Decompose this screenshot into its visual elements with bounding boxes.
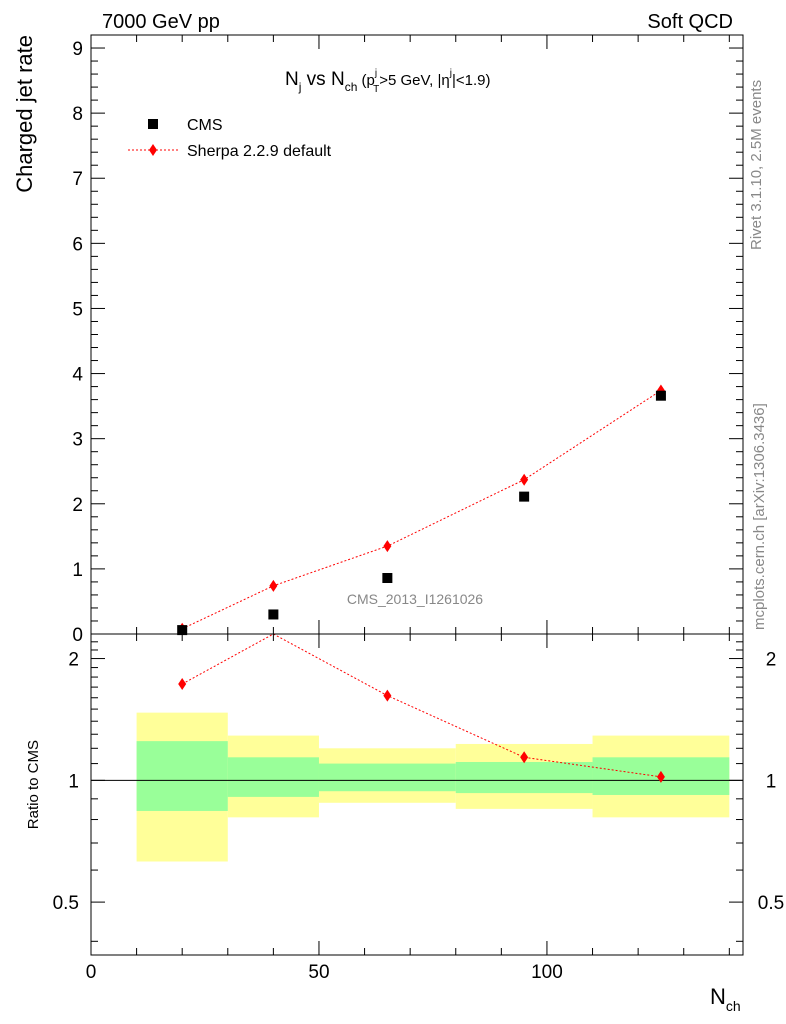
mc-point [269,579,278,592]
main-title: Nj vs Nch (pj T>5 GeV, |ηj|<1.9) [285,68,490,95]
main-ytick-label: 3 [72,430,83,451]
ratio-mc-point [178,678,187,691]
mc-point [520,473,529,486]
main-ylabel: Charged jet rate [12,35,37,193]
cms-point [655,390,666,401]
main-ytick-label: 1 [72,560,83,581]
ratio-ytick-label-right: 0.5 [758,893,784,914]
ratio-band-inner [136,741,228,811]
ratio-ytick-label: 0.5 [53,893,79,914]
ratio-ytick-label: 2 [68,650,79,671]
legend-marker-cms [148,119,158,129]
cms-point [268,609,279,620]
main-panel: 0 1 2 3 4 5 6 7 8 9 [72,34,744,646]
main-ytick-label: 7 [72,169,83,190]
legend-label-mc: Sherpa 2.2.9 default [187,143,332,160]
ratio-band-inner [318,763,456,792]
rivet-label: Rivet 3.1.10, 2.5M events [748,80,765,250]
main-ytick-label: 4 [72,365,83,386]
ratio-ytick-label-right: 1 [766,771,777,792]
ratio-mc-point [656,770,665,783]
cms-point [519,491,530,502]
xtick-label: 100 [531,962,563,983]
header-right: Soft QCD [647,11,733,33]
ratio-band-inner [455,761,593,794]
ratio-band-inner [227,757,319,797]
cms-point [177,625,188,636]
main-ytick-label: 6 [72,234,83,255]
ratio-frame [90,633,744,956]
ratio-panel: 0.5 0.5 1 1 2 2 0 50 100 [53,633,784,983]
legend-marker-mc [149,144,157,156]
main-ytick-label: 9 [72,39,83,60]
ratio-ytick-label-right: 2 [766,650,777,671]
legend: CMS Sherpa 2.2.9 default [128,117,332,160]
xtick-label: 50 [308,962,329,983]
ratio-ytick-label: 1 [68,771,79,792]
ratio-ylabel: Ratio to CMS [25,740,42,829]
ratio-mc-point [520,751,529,764]
xlabel: Nch [710,984,741,1014]
mcplots-label: mcplots.cern.ch [arXiv:1306.3436] [751,403,768,630]
main-ytick-label: 8 [72,104,83,125]
ratio-mc-point [383,689,392,702]
main-ytick-label: 2 [72,495,83,516]
analysis-watermark: CMS_2013_I1261026 [347,591,483,607]
mc-point [383,540,392,553]
legend-label-cms: CMS [187,117,223,134]
xtick-label: 0 [86,962,97,983]
main-ytick-label: 5 [72,299,83,320]
cms-point [382,573,393,584]
header-left: 7000 GeV pp [102,11,220,33]
main-ytick-label: 0 [72,625,83,646]
